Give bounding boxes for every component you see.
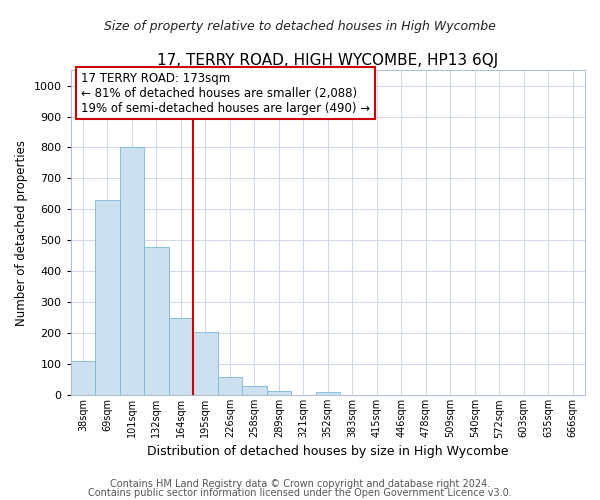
Y-axis label: Number of detached properties: Number of detached properties: [15, 140, 28, 326]
Bar: [144, 246, 169, 396]
Title: 17, TERRY ROAD, HIGH WYCOMBE, HP13 6QJ: 17, TERRY ROAD, HIGH WYCOMBE, HP13 6QJ: [157, 52, 499, 68]
Bar: [193, 332, 218, 396]
Text: 17 TERRY ROAD: 173sqm
← 81% of detached houses are smaller (2,088)
19% of semi-d: 17 TERRY ROAD: 173sqm ← 81% of detached …: [81, 72, 370, 114]
Text: Contains public sector information licensed under the Open Government Licence v3: Contains public sector information licen…: [88, 488, 512, 498]
Text: Size of property relative to detached houses in High Wycombe: Size of property relative to detached ho…: [104, 20, 496, 33]
Bar: [316, 392, 340, 396]
Bar: [71, 361, 95, 396]
Bar: [95, 200, 119, 396]
Bar: [266, 390, 291, 396]
Bar: [242, 386, 266, 396]
Bar: [169, 318, 193, 396]
Text: Contains HM Land Registry data © Crown copyright and database right 2024.: Contains HM Land Registry data © Crown c…: [110, 479, 490, 489]
X-axis label: Distribution of detached houses by size in High Wycombe: Distribution of detached houses by size …: [147, 444, 509, 458]
Bar: [218, 376, 242, 396]
Bar: [119, 148, 144, 396]
